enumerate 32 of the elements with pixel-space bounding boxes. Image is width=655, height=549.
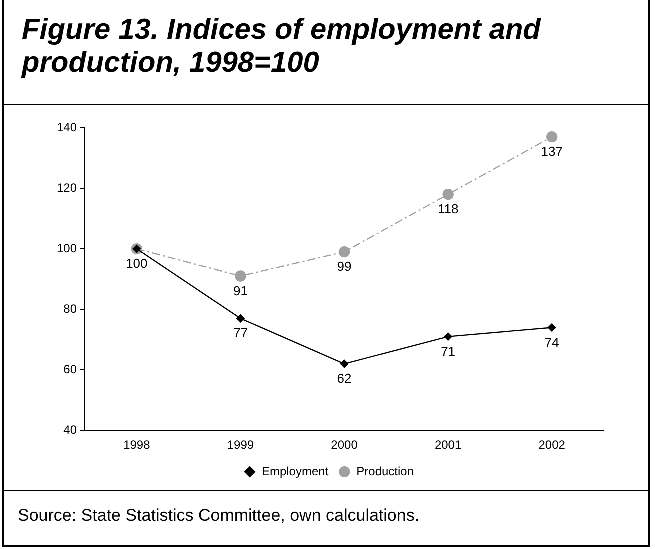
point <box>548 324 556 332</box>
x-tick-label: 2001 <box>434 438 462 452</box>
legend-label: Employment <box>262 464 330 478</box>
y-tick-label: 100 <box>56 241 78 256</box>
point <box>340 360 349 368</box>
chart-title: Figure 13. Indices of employment and production, 1998=100 <box>22 14 542 80</box>
data-label: 62 <box>337 371 352 386</box>
data-label: 77 <box>233 326 248 341</box>
data-label: 71 <box>441 344 456 359</box>
y-tick-label: 60 <box>64 362 78 376</box>
x-tick-label: 2000 <box>331 438 358 452</box>
y-tick-label: 40 <box>64 422 78 437</box>
y-tick-label: 80 <box>64 302 78 316</box>
data-label: 91 <box>233 283 248 298</box>
point <box>338 246 350 258</box>
x-tick-label: 2002 <box>538 438 566 452</box>
point <box>442 188 454 200</box>
data-label: 100 <box>126 256 148 272</box>
point <box>546 131 558 143</box>
x-tick-label: 1999 <box>227 438 254 452</box>
legend-label: Production <box>356 464 414 478</box>
data-label: 118 <box>438 202 459 217</box>
data-label: 99 <box>337 259 352 274</box>
x-tick-label: 1998 <box>124 438 151 452</box>
point <box>444 332 452 341</box>
data-label: 74 <box>544 334 560 350</box>
point <box>236 314 245 323</box>
y-tick-label: 120 <box>56 180 78 195</box>
data-label: 137 <box>541 144 563 160</box>
source-note: Source: State Statistics Committee, own calculations. <box>18 506 420 526</box>
y-tick-label: 140 <box>56 120 78 134</box>
point <box>235 270 246 282</box>
